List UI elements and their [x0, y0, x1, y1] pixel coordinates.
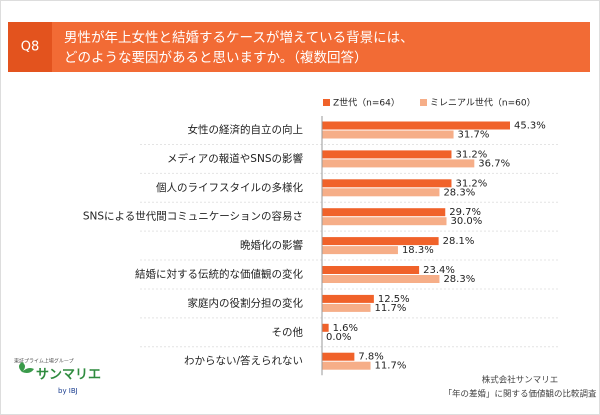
- value-label: 1.6%: [333, 323, 358, 334]
- bar: [322, 303, 371, 312]
- bar: [322, 361, 371, 370]
- value-label: 29.7%: [449, 207, 481, 218]
- bar: [322, 130, 454, 139]
- category-label: 結婚に対する伝統的な価値観の変化: [135, 268, 303, 281]
- value-label: 30.0%: [451, 216, 483, 227]
- bar: [322, 208, 446, 217]
- value-label: 12.5%: [378, 294, 410, 305]
- value-label: 7.8%: [358, 352, 383, 363]
- logo-icon: [19, 362, 34, 373]
- survey: 「年の差婚」に関する価値観の比較調査: [443, 389, 597, 400]
- value-label: 11.7%: [375, 303, 407, 314]
- question-label: Q8: [21, 40, 40, 55]
- company: 株式会社サンマリエ: [482, 375, 559, 386]
- category-label: SNSによる世代間コミュニケーションの容易さ: [83, 210, 303, 223]
- category-label: 女性の経済的自立の向上: [188, 123, 304, 136]
- value-label: 11.7%: [375, 361, 407, 372]
- category-label: メディアの報道やSNSの影響: [167, 152, 303, 165]
- bar: [322, 352, 355, 361]
- value-label: 18.3%: [402, 245, 434, 256]
- category-label: 家庭内の役割分担の変化: [188, 296, 304, 309]
- value-label: 31.2%: [455, 178, 487, 189]
- question-box: [8, 22, 52, 72]
- value-label: 28.3%: [443, 187, 475, 198]
- legend-label: Z世代（n=64）: [333, 97, 400, 109]
- value-label: 0.0%: [326, 332, 351, 343]
- logo-by: by IBJ: [58, 387, 78, 395]
- value-label: 23.4%: [423, 265, 455, 276]
- bar: [322, 188, 440, 197]
- bar: [322, 246, 398, 255]
- logo-name: サンマリエ: [36, 368, 101, 383]
- chart-title: 男性が年上女性と結婚するケースが増えている背景には、: [64, 29, 414, 46]
- chart-title: どのような要因があると思いますか。（複数回答）: [64, 49, 367, 66]
- bar: [322, 323, 329, 332]
- legend-label: ミレニアル世代（n=60）: [430, 97, 536, 109]
- category-label: その他: [272, 325, 304, 338]
- value-label: 31.7%: [458, 130, 490, 141]
- value-label: 45.3%: [514, 121, 546, 132]
- bar: [322, 121, 510, 130]
- bar: [322, 266, 420, 274]
- bar: [322, 294, 374, 303]
- bar: [322, 179, 452, 188]
- value-label: 31.2%: [455, 149, 487, 160]
- bar: [322, 217, 447, 226]
- category-label: わからない/答えられない: [184, 354, 303, 367]
- bar: [322, 159, 475, 168]
- legend-swatch: [323, 99, 330, 106]
- legend-swatch: [420, 99, 427, 106]
- header: [8, 22, 590, 72]
- category-label: 個人のライフスタイルの多様化: [156, 181, 303, 194]
- bar: [322, 275, 440, 283]
- value-label: 28.3%: [443, 274, 475, 285]
- bar: [322, 237, 439, 246]
- logo-group: 東証プライム上場グループ: [14, 358, 74, 365]
- category-label: 晩婚化の影響: [240, 239, 303, 252]
- value-label: 28.1%: [443, 236, 475, 247]
- bar: [322, 150, 452, 159]
- value-label: 36.7%: [478, 158, 510, 169]
